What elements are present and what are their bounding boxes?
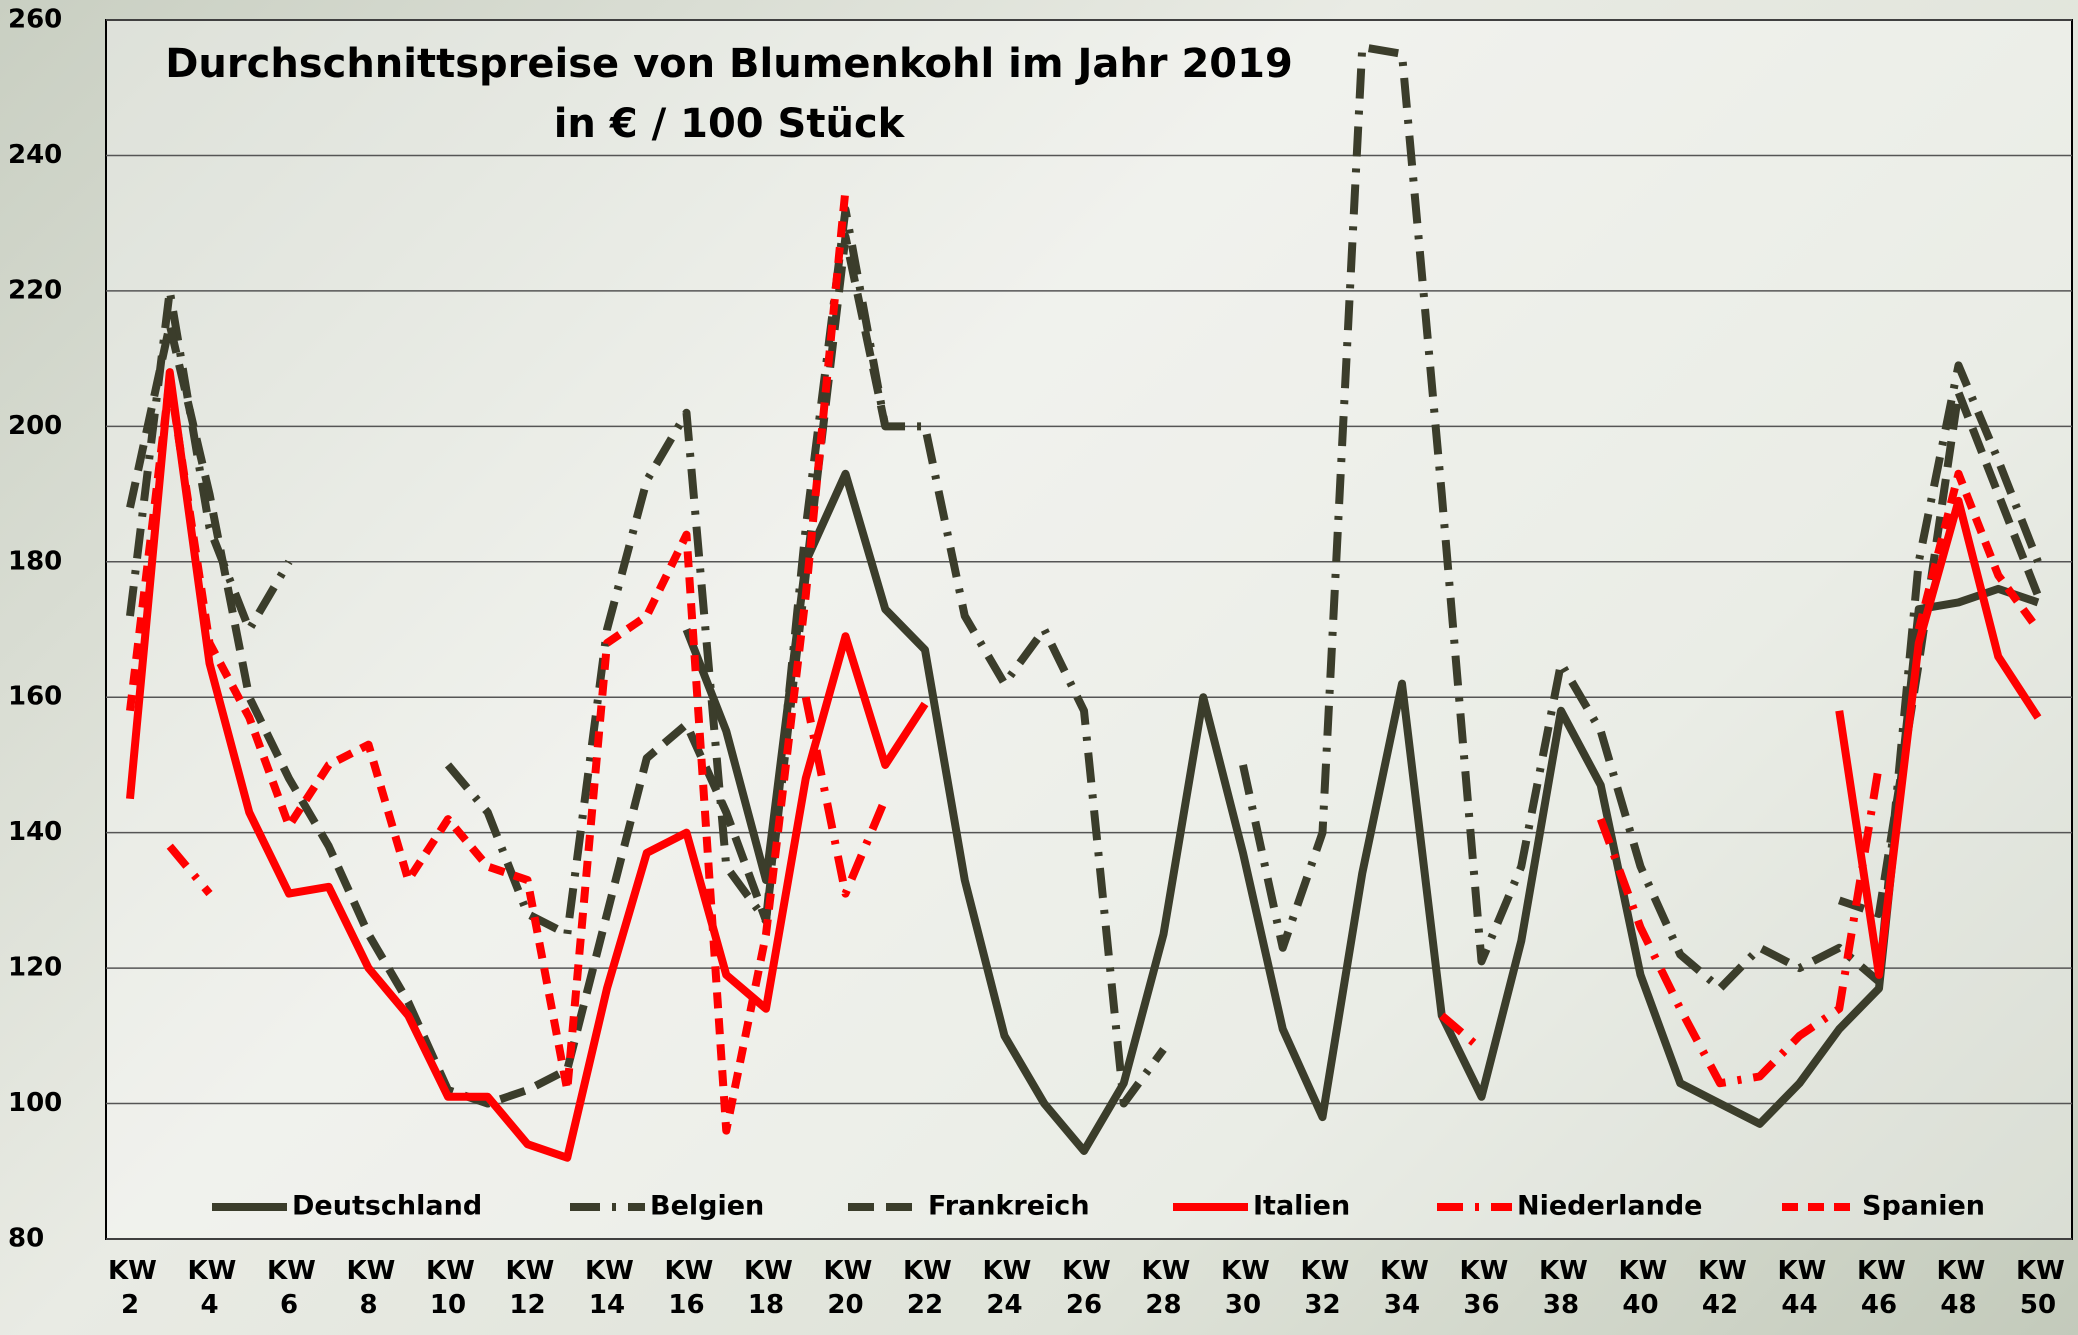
y-tick-label: 100 [8,1088,62,1118]
x-tick-label: KW 36 [1460,1254,1504,1322]
chart: Durchschnittspreise von Blumenkohl im Ja… [0,0,2078,1335]
y-tick-label: 260 [8,5,62,35]
x-tick-label: KW 2 [108,1254,152,1322]
x-tick-label: KW 18 [744,1254,788,1322]
x-tick-label: KW 34 [1380,1254,1424,1322]
legend-label: Deutschland [292,1191,482,1222]
x-tick-label: KW 32 [1301,1254,1345,1322]
x-tick-label: KW 30 [1221,1254,1265,1322]
y-tick-label: 240 [8,140,62,170]
x-tick-label: KW 6 [267,1254,311,1322]
x-tick-label: KW 10 [426,1254,470,1322]
x-tick-label: KW 4 [188,1254,232,1322]
y-tick-label: 120 [8,953,62,983]
legend-label: Niederlande [1517,1191,1702,1222]
x-tick-label: KW 22 [903,1254,947,1322]
y-tick-label: 180 [8,546,62,576]
x-tick-label: KW 26 [1062,1254,1106,1322]
x-tick-label: KW 24 [983,1254,1027,1322]
x-tick-label: KW 46 [1857,1254,1901,1322]
x-tick-label: KW 28 [1142,1254,1186,1322]
x-tick-label: KW 14 [585,1254,629,1322]
x-tick-label: KW 48 [1937,1254,1981,1322]
y-tick-label: 220 [8,275,62,305]
y-tick-label: 80 [8,1224,44,1254]
x-tick-label: KW 50 [2016,1254,2060,1322]
chart-subtitle: in € / 100 Stück [554,101,906,147]
x-tick-label: KW 20 [824,1254,868,1322]
chart-title: Durchschnittspreise von Blumenkohl im Ja… [165,41,1293,87]
x-tick-label: KW 42 [1698,1254,1742,1322]
plot-area [106,20,2072,1239]
y-tick-label: 160 [8,682,62,712]
x-tick-label: KW 16 [665,1254,709,1322]
legend-label: Frankreich [928,1191,1090,1222]
x-tick-label: KW 12 [506,1254,550,1322]
x-tick-label: KW 38 [1539,1254,1583,1322]
x-tick-label: KW 8 [347,1254,391,1322]
x-tick-label: KW 44 [1778,1254,1822,1322]
page: Durchschnittspreise von Blumenkohl im Ja… [0,0,2078,1335]
legend-label: Spanien [1862,1191,1985,1222]
x-tick-label: KW 40 [1619,1254,1663,1322]
y-tick-label: 200 [8,411,62,441]
legend-label: Italien [1253,1191,1350,1222]
legend-label: Belgien [650,1191,764,1222]
y-tick-label: 140 [8,817,62,847]
